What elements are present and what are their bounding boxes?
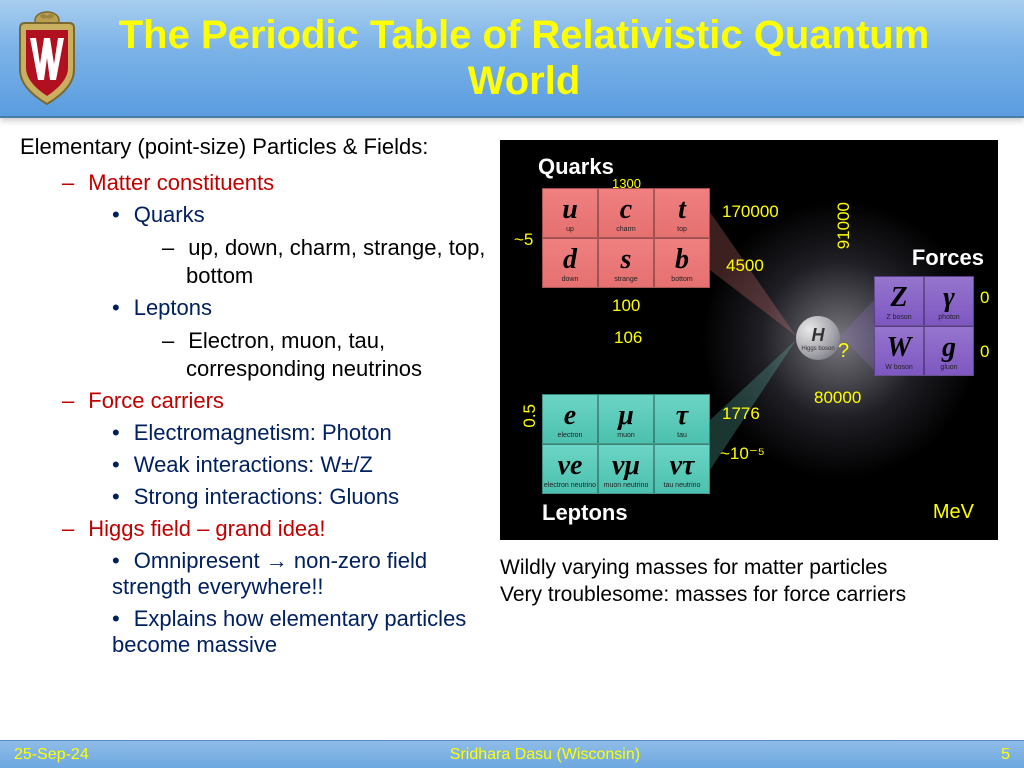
- particle-diagram: Quarks Leptons Forces H Higgs boson uupc…: [500, 140, 998, 540]
- particle-cell: νμmuon neutrino: [598, 444, 654, 494]
- particle-cell: μmuon: [598, 394, 654, 444]
- mass-annotation: 1776: [722, 404, 760, 424]
- mass-annotation: ~10⁻⁵: [720, 444, 765, 464]
- forces-block: ZZ bosonγphotonWW bosonggluon: [874, 276, 974, 376]
- footer-author: Sridhara Dasu (Wisconsin): [450, 746, 640, 764]
- bullet-l2: Weak interactions: W±/Z: [112, 452, 490, 478]
- slide-title: The Periodic Table of Relativistic Quant…: [84, 12, 1024, 104]
- unit-label: MeV: [933, 501, 974, 524]
- mass-annotation: 0: [980, 288, 989, 308]
- particle-cell: τtau: [654, 394, 710, 444]
- higgs-boson: H Higgs boson: [796, 316, 840, 360]
- bullet-list: Elementary (point-size) Particles & Fiel…: [20, 134, 490, 664]
- particle-cell: νeelectron neutrino: [542, 444, 598, 494]
- quarks-label: Quarks: [538, 154, 614, 180]
- particle-cell: ggluon: [924, 326, 974, 376]
- bullet-l3: Electron, muon, tau, corresponding neutr…: [162, 327, 490, 382]
- leptons-block: eelectronμmuonτtau νeelectron neutrinoνμm…: [542, 394, 710, 494]
- diagram-panel: Quarks Leptons Forces H Higgs boson uupc…: [500, 134, 1004, 664]
- bullet-l1: Force carriers: [62, 388, 490, 414]
- mass-annotation: ~5: [514, 230, 533, 250]
- particle-cell: bbottom: [654, 238, 710, 288]
- footer-date: 25-Sep-24: [14, 746, 89, 764]
- slide-content: Elementary (point-size) Particles & Fiel…: [0, 118, 1024, 664]
- leptons-label: Leptons: [542, 500, 628, 526]
- bullet-l2: Quarks: [112, 202, 490, 228]
- bullet-l2: Leptons: [112, 295, 490, 321]
- particle-cell: WW boson: [874, 326, 924, 376]
- particle-cell: γphoton: [924, 276, 974, 326]
- mass-annotation: 170000: [722, 202, 779, 222]
- bullet-l2: Electromagnetism: Photon: [112, 420, 490, 446]
- particle-cell: ντtau neutrino: [654, 444, 710, 494]
- mass-annotation: 80000: [814, 388, 861, 408]
- forces-label: Forces: [912, 245, 984, 271]
- quarks-block: uupccharmttop ddownsstrangebbottom: [542, 188, 710, 288]
- wisconsin-logo: [10, 8, 84, 108]
- particle-cell: uup: [542, 188, 598, 238]
- bullet-l1: Matter constituents: [62, 170, 490, 196]
- mass-annotation: ?: [838, 340, 849, 363]
- bullet-l2: Omnipresent → non-zero field strength ev…: [112, 548, 490, 600]
- content-heading: Elementary (point-size) Particles & Fiel…: [20, 134, 490, 160]
- slide-header: The Periodic Table of Relativistic Quant…: [0, 0, 1024, 118]
- particle-cell: ccharm: [598, 188, 654, 238]
- mass-annotation: 100: [612, 296, 640, 316]
- particle-cell: ZZ boson: [874, 276, 924, 326]
- slide-footer: 25-Sep-24 Sridhara Dasu (Wisconsin) 5: [0, 740, 1024, 768]
- particle-cell: ttop: [654, 188, 710, 238]
- particle-cell: ddown: [542, 238, 598, 288]
- mass-annotation: 91000: [834, 202, 854, 249]
- bullet-l2: Strong interactions: Gluons: [112, 484, 490, 510]
- mass-annotation: 106: [614, 328, 642, 348]
- mass-annotation: 1300: [612, 176, 641, 191]
- particle-cell: eelectron: [542, 394, 598, 444]
- particle-cell: sstrange: [598, 238, 654, 288]
- mass-annotation: 4500: [726, 256, 764, 276]
- bullet-l3: up, down, charm, strange, top, bottom: [162, 234, 490, 289]
- mass-annotation: 0.5: [520, 404, 540, 428]
- bullet-l1: Higgs field – grand idea!: [62, 516, 490, 542]
- bullet-l2: Explains how elementary particles become…: [112, 606, 490, 658]
- footer-page: 5: [1001, 746, 1010, 764]
- diagram-caption: Wildly varying masses for matter particl…: [500, 554, 1004, 609]
- mass-annotation: 0: [980, 342, 989, 362]
